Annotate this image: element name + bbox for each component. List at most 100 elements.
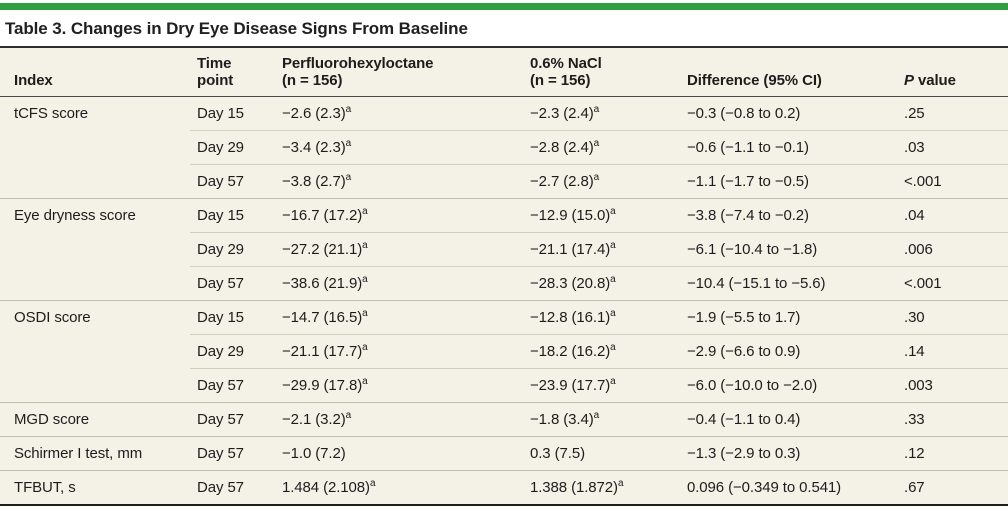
footnote-marker: a (345, 172, 352, 184)
table-row-tcfs-day15: tCFS score Day 15 −2.6 (2.3)a −2.3 (2.4)… (0, 97, 1008, 131)
p-value-cell: .67 (897, 470, 1008, 507)
time-point-cell: Day 57 (190, 266, 275, 301)
footnote-marker: a (362, 342, 368, 354)
nacl-value-cell: −2.8 (2.4)a (523, 130, 680, 165)
footnote-marker: a (345, 104, 352, 116)
p-value-cell: .12 (897, 436, 1008, 471)
time-point-cell: Day 57 (190, 164, 275, 199)
drug-value-cell: −2.1 (3.2)a (275, 402, 523, 437)
footnote-marker: a (610, 376, 616, 388)
header-index: Index (0, 48, 190, 98)
table-row-osdi-day57: Day 57 −29.9 (17.8)a −23.9 (17.7)a −6.0 … (0, 368, 1008, 403)
footnote-marker: a (345, 410, 352, 422)
p-value-cell: <.001 (897, 164, 1008, 199)
drug-value-cell: −16.7 (17.2)a (275, 198, 523, 233)
difference-cell: −10.4 (−15.1 to −5.6) (680, 266, 897, 301)
time-point-cell: Day 57 (190, 402, 275, 437)
footnote-marker: a (593, 172, 600, 184)
drug-value-cell: −29.9 (17.8)a (275, 368, 523, 403)
difference-cell: −3.8 (−7.4 to −0.2) (680, 198, 897, 233)
table-row-dryness-day15: Eye dryness score Day 15 −16.7 (17.2)a −… (0, 198, 1008, 301)
table-row-tfbut-day57: TFBUT, s Day 57 1.484 (2.108)a 1.388 (1.… (0, 470, 1008, 507)
header-nacl-line2: (n = 156) (530, 72, 591, 90)
footnote-marker: a (362, 240, 368, 252)
drug-value-cell: −27.2 (21.1)a (275, 232, 523, 267)
header-time-line2: point (197, 72, 234, 90)
nacl-value-cell: 1.388 (1.872)a (523, 470, 680, 507)
footnote-marker: a (610, 206, 616, 218)
header-drug-line2: (n = 156) (282, 72, 343, 90)
time-point-cell: Day 15 (197, 105, 244, 123)
footnote-marker: a (593, 104, 600, 116)
table-header-row: Index Time point Perfluorohexyloctane (n =… (0, 48, 1008, 98)
drug-value-cell: −21.1 (17.7)a (275, 334, 523, 369)
time-point-cell: Day 57 (190, 368, 275, 403)
p-value-cell: .04 (897, 198, 1008, 233)
nacl-value-cell: −1.8 (3.4)a (523, 402, 680, 437)
difference-cell: −0.6 (−1.1 to −0.1) (680, 130, 897, 165)
nacl-value-cell: −21.1 (17.4)a (523, 232, 680, 267)
header-nacl: 0.6% NaCl (n = 156) (523, 48, 680, 98)
footnote-marker: a (362, 206, 368, 218)
p-rest: value (913, 72, 956, 90)
time-point-cell: Day 15 (190, 198, 275, 233)
table-row-osdi-day29: Day 29 −21.1 (17.7)a −18.2 (16.2)a −2.9 … (0, 334, 1008, 369)
time-point-cell: Day 29 (190, 232, 275, 267)
difference-cell: −1.3 (−2.9 to 0.3) (680, 436, 897, 471)
time-point-cell: Day 29 (190, 334, 275, 369)
dry-eye-signs-table: Index Time point Perfluorohexyloctane (n =… (0, 48, 1008, 507)
footnote-marker: a (610, 342, 616, 354)
p-value-cell: .003 (897, 368, 1008, 403)
footnote-marker: a (610, 274, 616, 286)
table-row-dryness-day57: Day 57 −38.6 (21.9)a −28.3 (20.8)a −10.4… (0, 266, 1008, 301)
header-drug-line1: Perfluorohexyloctane (282, 55, 434, 72)
time-point-cell: Day 15 (190, 300, 275, 335)
table-row-osdi-day15: OSDI score Day 15 −14.7 (16.5)a −12.8 (1… (0, 300, 1008, 403)
drug-value-cell: 1.484 (2.108)a (275, 470, 523, 507)
header-perfluorohexyloctane: Perfluorohexyloctane (n = 156) (275, 48, 523, 98)
header-time-line1: Time (197, 55, 232, 72)
drug-value-cell: −2.6 (2.3)a (282, 104, 352, 123)
difference-cell: −0.3 (−0.8 to 0.2) (687, 105, 801, 123)
drug-value-cell: −3.8 (2.7)a (275, 164, 523, 199)
index-cell: Schirmer I test, mm (0, 436, 190, 471)
footnote-marker: a (593, 410, 600, 422)
difference-cell: 0.096 (−0.349 to 0.541) (680, 470, 897, 507)
footnote-marker: a (369, 478, 376, 490)
p-italic: P (904, 72, 914, 90)
index-cell: TFBUT, s (0, 470, 190, 507)
table-row-mgd-day57: MGD score Day 57 −2.1 (3.2)a −1.8 (3.4)a… (0, 402, 1008, 437)
index-cell: tCFS score (14, 105, 89, 123)
table-row-schirmer-day57: Schirmer I test, mm Day 57 −1.0 (7.2) 0.… (0, 436, 1008, 471)
difference-cell: −1.1 (−1.7 to −0.5) (680, 164, 897, 199)
footnote-marker: a (362, 274, 368, 286)
nacl-value-cell: −28.3 (20.8)a (523, 266, 680, 301)
nacl-value-cell: −23.9 (17.7)a (523, 368, 680, 403)
difference-cell: −0.4 (−1.1 to 0.4) (680, 402, 897, 437)
nacl-value-cell: −12.8 (16.1)a (523, 300, 680, 335)
table3-panel: Table 3. Changes in Dry Eye Disease Sign… (0, 3, 1008, 507)
time-point-cell: Day 57 (190, 470, 275, 507)
footnote-marker: a (362, 308, 368, 320)
difference-cell: −2.9 (−6.6 to 0.9) (680, 334, 897, 369)
time-point-cell: Day 57 (190, 436, 275, 471)
p-value-cell: .25 (904, 105, 925, 123)
footnote-marker: a (362, 376, 368, 388)
table-title: Table 3. Changes in Dry Eye Disease Sign… (0, 10, 1008, 48)
index-cell: MGD score (0, 402, 190, 437)
difference-cell: −6.1 (−10.4 to −1.8) (680, 232, 897, 267)
nacl-value-cell: −2.3 (2.4)a (530, 104, 600, 123)
footnote-marker: a (345, 138, 352, 150)
p-value-cell: .14 (897, 334, 1008, 369)
header-time-point: Time point (190, 48, 275, 98)
header-p-value: P value (897, 48, 1008, 98)
difference-cell: −6.0 (−10.0 to −2.0) (680, 368, 897, 403)
nacl-value-cell: −12.9 (15.0)a (523, 198, 680, 233)
nacl-value-cell: −2.7 (2.8)a (523, 164, 680, 199)
p-value-cell: .006 (897, 232, 1008, 267)
drug-value-cell: −38.6 (21.9)a (275, 266, 523, 301)
footnote-marker: a (610, 308, 616, 320)
index-cell: OSDI score (0, 300, 190, 403)
drug-value-cell: −3.4 (2.3)a (275, 130, 523, 165)
nacl-value-cell: −18.2 (16.2)a (523, 334, 680, 369)
